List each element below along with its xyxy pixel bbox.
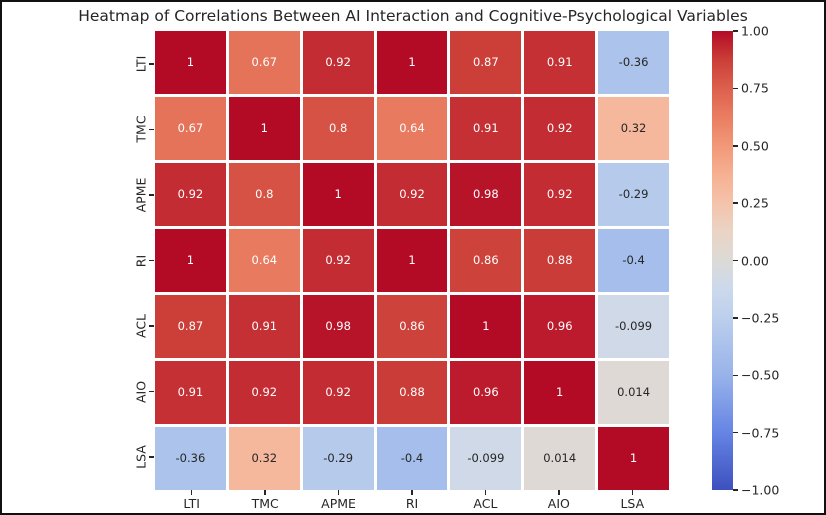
y-tick-label: TMC xyxy=(133,115,149,143)
y-tick-label: AIO xyxy=(133,380,149,403)
heatmap-cell: 1 xyxy=(524,361,596,424)
y-axis-tick xyxy=(149,456,154,458)
heatmap-cell: 0.86 xyxy=(376,295,448,358)
heatmap-cell: 0.87 xyxy=(450,31,522,94)
x-axis-tick xyxy=(337,490,340,495)
y-axis-tick xyxy=(149,325,154,327)
colorbar-tick xyxy=(733,489,738,491)
heatmap-cell: 0.92 xyxy=(302,361,374,424)
heatmap-cell: 1 xyxy=(376,229,448,292)
heatmap-cell: 0.67 xyxy=(155,97,226,160)
colorbar-tick xyxy=(733,259,738,262)
heatmap-cell: 0.91 xyxy=(155,361,226,424)
heatmap-cell: 0.92 xyxy=(302,31,374,94)
colorbar-tick xyxy=(733,87,738,90)
heatmap-cell: 0.88 xyxy=(376,361,448,424)
heatmap-cell: 1 xyxy=(376,31,448,94)
colorbar-tick xyxy=(733,317,738,319)
y-tick-label: LTI xyxy=(133,55,149,73)
colorbar-tick-label: 1.00 xyxy=(741,23,769,39)
x-axis-tick xyxy=(264,490,266,495)
y-axis-tick xyxy=(149,259,154,262)
heatmap-cell: 0.96 xyxy=(524,295,596,358)
heatmap-cell: -0.099 xyxy=(598,295,669,358)
y-axis-tick xyxy=(149,63,154,65)
heatmap-cell: 0.92 xyxy=(524,97,596,160)
heatmap-cell: 1 xyxy=(302,163,374,226)
colorbar-tick xyxy=(733,431,738,434)
colorbar-tick-label: 0.00 xyxy=(741,253,769,268)
y-axis-tick xyxy=(149,390,154,393)
x-axis-tick xyxy=(411,490,413,495)
heatmap-cell: 1 xyxy=(155,31,226,94)
colorbar-tick-label: −0.50 xyxy=(741,367,780,383)
heatmap-cell: -0.29 xyxy=(598,163,669,226)
heatmap-cell: 0.91 xyxy=(524,31,596,94)
x-axis-tick xyxy=(558,490,560,495)
chart-title: Heatmap of Correlations Between AI Inter… xyxy=(78,7,748,25)
x-tick-label: RI xyxy=(405,496,419,511)
heatmap-cell: 1 xyxy=(228,97,300,160)
x-tick-label: TMC xyxy=(251,496,279,511)
heatmap-cell: 0.014 xyxy=(524,427,596,490)
x-tick-label: LTI xyxy=(183,496,200,511)
x-axis-tick xyxy=(631,490,634,495)
y-axis-tick xyxy=(149,128,154,131)
heatmap-cell: -0.099 xyxy=(450,427,522,490)
heatmap-cell: 0.92 xyxy=(228,361,300,424)
colorbar xyxy=(712,31,733,490)
heatmap-cell: 0.32 xyxy=(228,427,300,490)
heatmap-cell: 0.8 xyxy=(228,163,300,226)
heatmap-cell: 0.88 xyxy=(524,229,596,292)
heatmap-cell: 0.92 xyxy=(376,163,448,226)
heatmap-cell: 0.86 xyxy=(450,229,522,292)
heatmap-cell: 0.87 xyxy=(155,295,226,358)
y-tick-label: ACL xyxy=(133,314,149,339)
heatmap-grid: 1 0.67 0.92 1 0.87 0.91 -0.36 0.67 1 0.8 0.64 0.91 0… xyxy=(155,31,669,490)
heatmap-cell: 0.91 xyxy=(228,295,300,358)
colorbar-tick-label: 0.25 xyxy=(741,195,769,211)
x-tick-label: AIO xyxy=(547,496,570,511)
heatmap-cell: 0.67 xyxy=(228,31,300,94)
heatmap-cell: 1 xyxy=(155,229,226,292)
colorbar-tick xyxy=(733,145,738,147)
heatmap-cell: 0.8 xyxy=(302,97,374,160)
heatmap-cell: 0.98 xyxy=(450,163,522,226)
heatmap-cell: 0.92 xyxy=(524,163,596,226)
heatmap-cell: 0.64 xyxy=(228,229,300,292)
colorbar-tick xyxy=(733,30,738,32)
heatmap-cell: 0.98 xyxy=(302,295,374,358)
y-tick-label: APME xyxy=(133,177,149,213)
x-axis-tick xyxy=(484,490,487,495)
heatmap-cell: 0.014 xyxy=(598,361,669,424)
heatmap-cell: 1 xyxy=(450,295,522,358)
heatmap-cell: 0.92 xyxy=(302,229,374,292)
colorbar-tick-label: −1.00 xyxy=(741,482,780,498)
heatmap-cell: -0.4 xyxy=(376,427,448,490)
heatmap-cell: -0.4 xyxy=(598,229,669,292)
colorbar-tick-label: −0.75 xyxy=(741,425,780,441)
colorbar-tick-label: 0.50 xyxy=(741,138,769,154)
colorbar-tick xyxy=(733,202,738,204)
x-axis-tick xyxy=(190,490,193,495)
heatmap-cell: -0.36 xyxy=(598,31,669,94)
x-tick-label: ACL xyxy=(473,496,498,511)
heatmap-cell: 0.32 xyxy=(598,97,669,160)
heatmap-cell: -0.36 xyxy=(155,427,226,490)
x-tick-label: LSA xyxy=(620,496,645,511)
heatmap-cell: 1 xyxy=(598,427,669,490)
heatmap-cell: 0.96 xyxy=(450,361,522,424)
colorbar-tick-label: −0.25 xyxy=(741,310,780,326)
colorbar-tick xyxy=(733,374,738,376)
y-tick-label: RI xyxy=(133,254,149,267)
heatmap-cell: 0.64 xyxy=(376,97,448,160)
y-tick-label: LSA xyxy=(133,445,149,470)
y-axis-tick xyxy=(149,194,154,196)
heatmap-cell: -0.29 xyxy=(302,427,374,490)
colorbar-tick-label: 0.75 xyxy=(741,80,769,96)
heatmap-cell: 0.92 xyxy=(155,163,226,226)
x-tick-label: APME xyxy=(321,496,356,511)
heatmap-cell: 0.91 xyxy=(450,97,522,160)
